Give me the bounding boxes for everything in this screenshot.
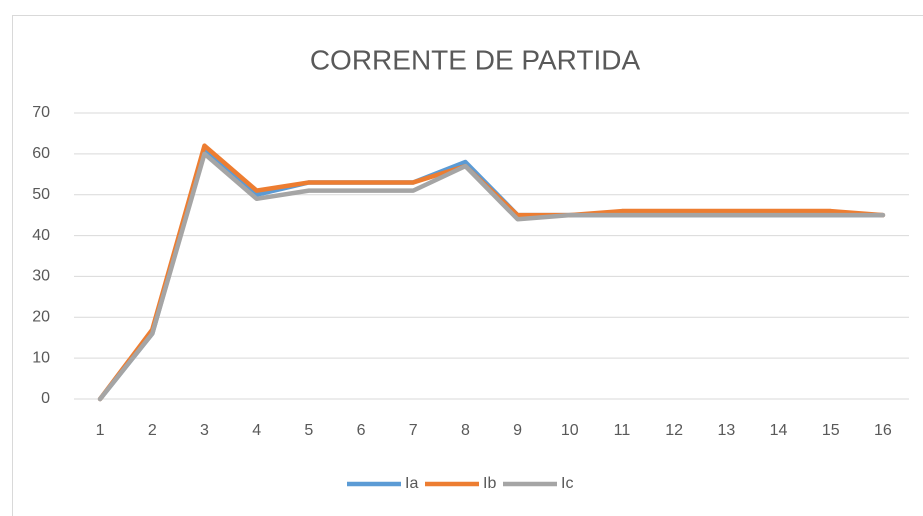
y-tick-label: 50	[32, 186, 50, 203]
x-tick-label: 3	[200, 422, 209, 439]
x-tick-label: 2	[148, 422, 157, 439]
y-tick-label: 30	[32, 268, 50, 285]
x-tick-label: 9	[513, 422, 522, 439]
y-tick-label: 60	[32, 145, 50, 162]
legend-label: Ic	[561, 475, 573, 492]
x-tick-label: 11	[614, 422, 631, 439]
x-tick-label: 6	[357, 422, 366, 439]
legend-label: Ia	[405, 475, 418, 492]
x-tick-label: 16	[874, 422, 892, 439]
x-tick-label: 15	[822, 422, 840, 439]
x-tick-label: 13	[717, 422, 735, 439]
x-tick-label: 14	[770, 422, 788, 439]
x-tick-label: 12	[665, 422, 683, 439]
x-tick-label: 10	[561, 422, 579, 439]
legend-label: Ib	[483, 475, 496, 492]
chart-title: CORRENTE DE PARTIDA	[310, 44, 641, 75]
x-tick-label: 5	[304, 422, 313, 439]
x-tick-label: 4	[252, 422, 261, 439]
series-line	[97, 151, 886, 402]
x-tick-label: 7	[409, 422, 418, 439]
x-tick-label: 1	[96, 422, 105, 439]
y-tick-label: 10	[32, 349, 50, 366]
y-tick-label: 70	[32, 104, 50, 121]
y-tick-label: 0	[41, 390, 50, 407]
chart-border	[12, 15, 923, 516]
x-tick-label: 8	[461, 422, 470, 439]
y-tick-label: 20	[32, 309, 50, 326]
y-tick-label: 40	[32, 227, 50, 244]
